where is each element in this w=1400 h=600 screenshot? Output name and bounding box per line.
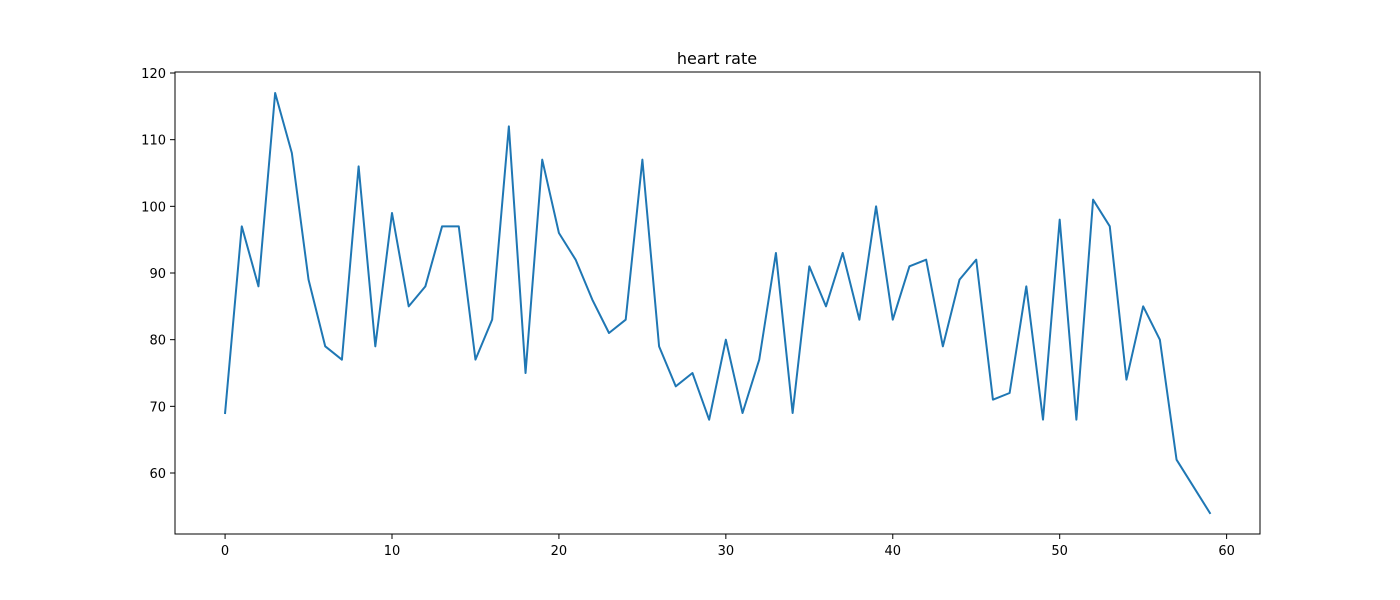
- y-tick-label: 70: [149, 400, 166, 415]
- y-tick-label: 80: [149, 334, 166, 349]
- x-tick-label: 50: [1051, 544, 1068, 559]
- x-tick-label: 40: [884, 544, 901, 559]
- axes-frame: [174, 71, 1261, 535]
- y-tick-label: 90: [149, 267, 166, 282]
- x-tick-label: 10: [384, 544, 401, 559]
- y-tick-label: 60: [149, 467, 166, 482]
- axes-layer: 0 10 20 30 40 50 60 60 70 80 90 100 110 120: [141, 67, 1261, 559]
- x-tick-label: 30: [718, 544, 735, 559]
- series-line: [223, 92, 1212, 515]
- y-tick-label: 100: [141, 200, 166, 215]
- x-tick-label: 0: [221, 544, 229, 559]
- x-tick-label: 60: [1218, 544, 1235, 559]
- chart-title: heart rate: [677, 49, 757, 68]
- x-tick-label: 20: [551, 544, 568, 559]
- plot-layer: [223, 92, 1212, 515]
- y-tick-label: 110: [141, 134, 166, 149]
- y-tick-label: 120: [141, 67, 166, 82]
